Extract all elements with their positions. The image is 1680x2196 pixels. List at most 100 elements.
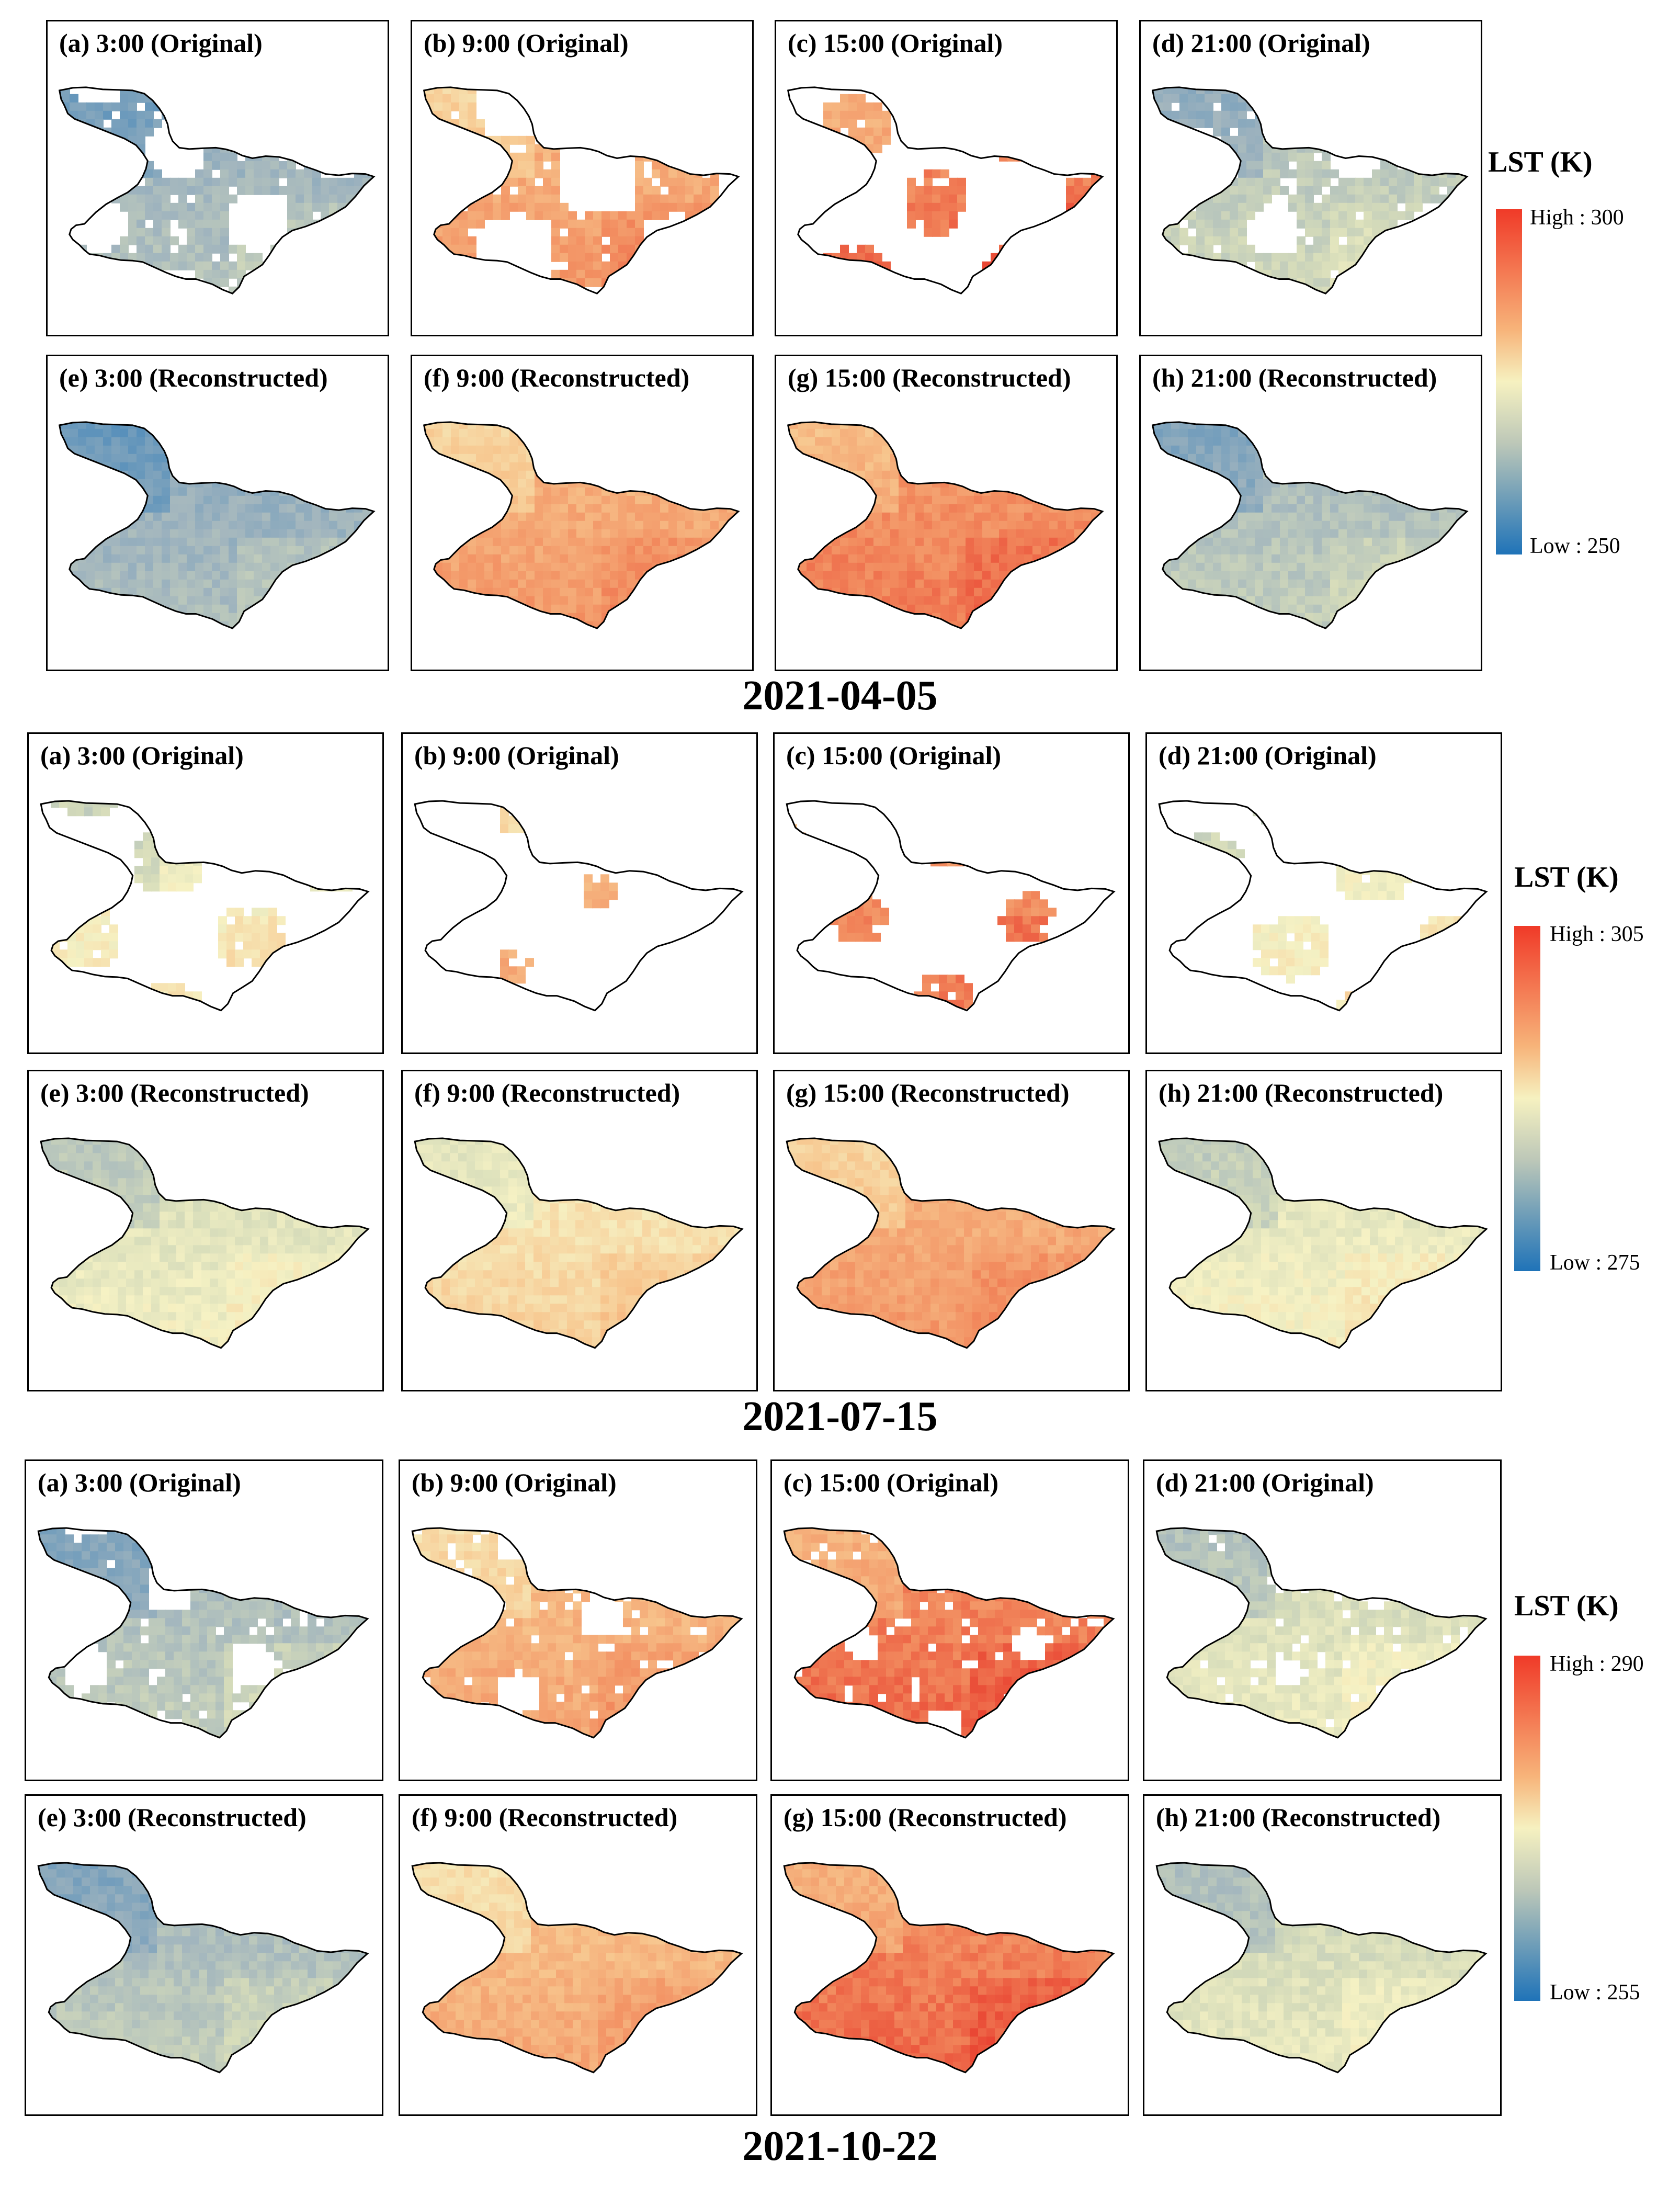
lst-raster (412, 1863, 742, 2073)
lst-raster (59, 87, 374, 294)
legend-high-label: High : 300 (1530, 205, 1624, 230)
map-panel: (d) 21:00 (Original) (1139, 20, 1482, 336)
panel-title: (f) 9:00 (Reconstructed) (412, 1802, 677, 1832)
legend-low-label: Low : 255 (1550, 1980, 1640, 2005)
map-panel: (c) 15:00 (Original) (775, 20, 1118, 336)
region-boundary (1155, 1862, 1488, 2074)
panel-title: (e) 3:00 (Reconstructed) (59, 363, 328, 393)
panel-title: (b) 9:00 (Original) (412, 1467, 617, 1498)
lst-raster (788, 94, 1103, 294)
lst-raster (412, 1528, 742, 1738)
map-panel: (h) 21:00 (Reconstructed) (1139, 355, 1482, 671)
lst-raster (1152, 87, 1467, 294)
region-map (58, 421, 376, 629)
lst-raster (38, 1863, 368, 2073)
region-map (1158, 1137, 1488, 1349)
panel-title: (f) 9:00 (Reconstructed) (424, 363, 689, 393)
panel-title: (b) 9:00 (Original) (414, 740, 619, 771)
lst-raster (1152, 422, 1467, 629)
region-boundary (423, 86, 740, 295)
panel-title: (c) 15:00 (Original) (784, 1467, 998, 1498)
region-boundary (40, 1137, 370, 1349)
legend-colorbar (1514, 926, 1540, 1271)
region-map (423, 86, 740, 295)
map-panel: (d) 21:00 (Original) (1143, 1459, 1502, 1781)
lst-raster (788, 422, 1103, 629)
region-boundary (786, 1137, 1116, 1349)
region-boundary (37, 1862, 369, 2074)
lst-raster (51, 801, 368, 1011)
legend-high-label: High : 290 (1550, 1651, 1644, 1677)
region-boundary (37, 1527, 369, 1739)
region-boundary (787, 86, 1104, 295)
region-boundary (423, 421, 740, 629)
date-label: 2021-04-05 (0, 672, 1680, 720)
region-map (786, 1137, 1116, 1349)
region-boundary (40, 800, 370, 1012)
region-boundary (1151, 86, 1469, 295)
region-map (786, 800, 1116, 1012)
panel-title: (c) 15:00 (Original) (788, 28, 1003, 58)
panel-title: (h) 21:00 (Reconstructed) (1156, 1802, 1440, 1832)
region-boundary (414, 800, 744, 1012)
lst-raster (38, 1528, 368, 1738)
map-panel: (e) 3:00 (Reconstructed) (25, 1794, 383, 2116)
region-boundary (787, 421, 1104, 629)
lst-raster (424, 87, 739, 294)
lst-raster (424, 422, 739, 629)
region-map (40, 800, 370, 1012)
lst-raster (41, 1138, 368, 1348)
lst-raster (416, 801, 701, 984)
legend-title: LST (K) (1514, 1589, 1619, 1623)
map-panel: (g) 15:00 (Reconstructed) (775, 355, 1118, 671)
region-boundary (414, 1137, 744, 1349)
region-boundary (1155, 1527, 1488, 1739)
legend-colorbar (1496, 209, 1522, 554)
panel-title: (a) 3:00 (Original) (40, 740, 244, 771)
panel-title: (d) 21:00 (Original) (1159, 740, 1377, 771)
region-map (787, 421, 1104, 629)
region-boundary (1158, 1137, 1488, 1349)
region-map (414, 800, 744, 1012)
region-boundary (786, 800, 1116, 1012)
map-panel: (a) 3:00 (Original) (27, 732, 384, 1054)
date-label: 2021-07-15 (0, 1393, 1680, 1441)
map-panel: (b) 9:00 (Original) (401, 732, 758, 1054)
region-boundary (58, 421, 376, 629)
map-panel: (a) 3:00 (Original) (25, 1459, 383, 1781)
region-boundary (58, 86, 376, 295)
map-panel: (b) 9:00 (Original) (411, 20, 754, 336)
region-map (411, 1862, 743, 2074)
region-boundary (783, 1527, 1115, 1739)
region-map (783, 1527, 1115, 1739)
region-map (411, 1527, 743, 1739)
panel-title: (c) 15:00 (Original) (786, 740, 1001, 771)
region-map (1151, 86, 1469, 295)
region-map (37, 1527, 369, 1739)
panel-title: (b) 9:00 (Original) (424, 28, 629, 58)
region-map (40, 1137, 370, 1349)
panel-title: (g) 15:00 (Reconstructed) (788, 363, 1071, 393)
legend-colorbar (1514, 1656, 1540, 2001)
lst-raster (787, 1138, 1114, 1348)
legend-low-label: Low : 275 (1550, 1250, 1640, 1275)
region-map (1151, 421, 1469, 629)
region-boundary (1151, 421, 1469, 629)
map-panel: (g) 15:00 (Reconstructed) (770, 1794, 1129, 2116)
map-panel: (e) 3:00 (Reconstructed) (27, 1070, 384, 1391)
region-map (787, 86, 1104, 295)
lst-raster (1156, 1528, 1486, 1738)
legend-title: LST (K) (1514, 861, 1619, 894)
map-panel: (b) 9:00 (Original) (399, 1459, 757, 1781)
panel-title: (e) 3:00 (Reconstructed) (38, 1802, 307, 1832)
map-panel: (h) 21:00 (Reconstructed) (1143, 1794, 1502, 2116)
panel-title: (e) 3:00 (Reconstructed) (40, 1078, 309, 1108)
lst-raster (787, 816, 1114, 1011)
panel-title: (a) 3:00 (Original) (38, 1467, 241, 1498)
region-boundary (411, 1527, 743, 1739)
lst-raster (784, 1528, 1114, 1738)
panel-title: (d) 21:00 (Original) (1152, 28, 1370, 58)
panel-title: (h) 21:00 (Reconstructed) (1159, 1078, 1443, 1108)
region-map (414, 1137, 744, 1349)
region-map (37, 1862, 369, 2074)
